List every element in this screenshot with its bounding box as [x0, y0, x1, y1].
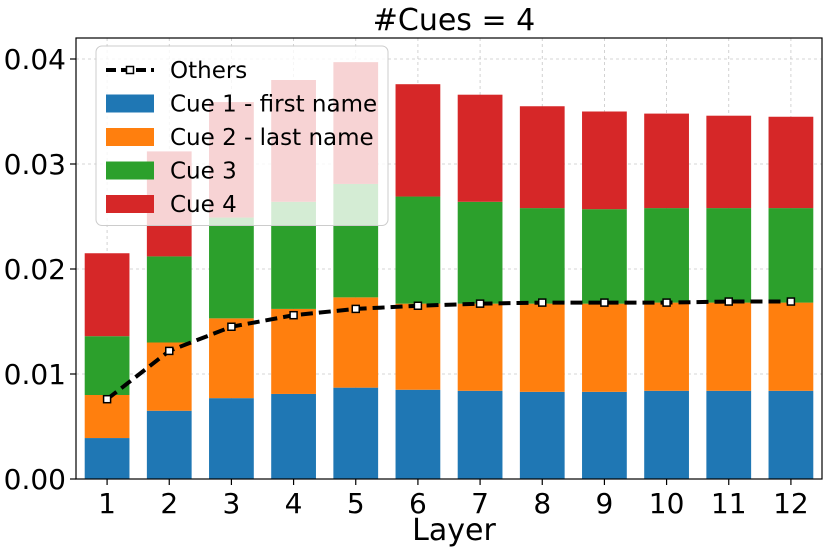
bar-layer-11-series-1	[706, 390, 752, 479]
x-axis-label: Layer	[412, 513, 496, 548]
bar-layer-11-series-4	[706, 115, 752, 209]
x-tick-label: 3	[223, 487, 241, 520]
bar-layer-12-series-1	[768, 390, 814, 479]
others-marker-11	[724, 297, 733, 306]
others-marker-4	[289, 310, 298, 320]
y-tick-label: 0.00	[4, 463, 66, 496]
bar-layer-8-series-4	[519, 106, 565, 209]
others-marker-5	[351, 304, 360, 314]
y-tick-label: 0.04	[4, 43, 66, 76]
bar-layer-10-series-3	[644, 208, 689, 303]
y-tick-label: 0.02	[4, 253, 66, 286]
legend-swatch-series-2	[106, 128, 154, 146]
y-tick-label: 0.01	[4, 358, 66, 391]
bar-layer-9-series-2	[582, 303, 627, 392]
others-marker-7	[475, 299, 485, 308]
others-marker-10	[662, 298, 671, 307]
bar-layer-7-series-2	[457, 303, 503, 391]
others-marker-2	[165, 346, 174, 356]
bar-layer-4-series-1	[271, 393, 316, 479]
bar-layer-9-series-1	[582, 391, 627, 479]
x-tick-label: 11	[711, 487, 747, 520]
others-line	[105, 299, 791, 401]
bar-layer-11-series-2	[706, 302, 752, 391]
legend-swatch-series-4	[106, 195, 154, 213]
x-tick-label: 8	[533, 487, 551, 520]
bar-layer-9-series-4	[582, 111, 627, 210]
bar-layer-5-series-1	[333, 387, 379, 479]
bar-layer-8-series-3	[519, 208, 565, 304]
legend-label: Cue 2 - last name	[170, 125, 374, 151]
legend-label: Others	[170, 58, 247, 84]
bar-layer-12-series-2	[768, 302, 814, 391]
bar-layer-6-series-2	[395, 303, 441, 390]
bar-layer-7-series-1	[457, 390, 503, 479]
bar-layer-10-series-1	[644, 390, 689, 479]
x-tick-label: 7	[471, 487, 489, 520]
legend-marker-others	[125, 65, 135, 75]
others-marker-8	[538, 298, 547, 307]
x-tick-label: 1	[98, 487, 116, 520]
x-tick-label: 9	[596, 487, 614, 520]
bar-layer-3-series-3	[209, 217, 254, 319]
bar-layer-12-series-3	[768, 208, 814, 303]
others-marker-6	[413, 301, 423, 310]
legend-label: Cue 4	[170, 192, 237, 218]
bar-layer-8-series-2	[519, 303, 565, 392]
bar-layer-12-series-4	[768, 116, 814, 209]
x-tick-label: 2	[160, 487, 178, 520]
legend-box	[95, 45, 389, 226]
legend-label: Cue 3	[170, 159, 237, 185]
bar-layer-1-series-4	[84, 253, 130, 337]
y-tick-label: 0.03	[4, 148, 66, 181]
bar-layer-11-series-3	[706, 208, 752, 303]
bar-layer-7-series-3	[457, 201, 503, 304]
bar-layer-1-series-1	[84, 438, 130, 479]
others-marker-12	[786, 297, 796, 306]
legend-swatch-series-3	[106, 161, 154, 180]
bar-layer-9-series-3	[582, 209, 627, 304]
x-tick-label: 12	[773, 487, 809, 520]
bar-layer-6-series-1	[395, 389, 441, 479]
bar-layer-2-series-3	[146, 256, 192, 343]
bar-layer-6-series-4	[395, 84, 441, 197]
bar-layer-4-series-2	[271, 308, 316, 394]
legend-label: Cue 1 - first name	[170, 92, 377, 118]
others-marker-1	[102, 394, 112, 404]
bar-layer-10-series-2	[644, 302, 689, 391]
bar-layer-6-series-3	[395, 196, 441, 304]
bar-layer-10-series-4	[644, 113, 689, 209]
bar-layer-3-series-1	[209, 398, 254, 479]
others-marker-3	[227, 322, 236, 331]
x-tick-label: 5	[347, 487, 365, 520]
bar-layer-2-series-1	[146, 410, 192, 479]
plot-frame	[75, 37, 823, 480]
legend-swatch-series-1	[106, 94, 154, 113]
x-tick-label: 6	[409, 487, 427, 520]
x-tick-label: 10	[649, 487, 685, 520]
bar-layer-7-series-4	[457, 94, 503, 202]
chart-title: #Cues = 4	[373, 3, 535, 38]
others-marker-9	[600, 298, 609, 307]
bar-layer-8-series-1	[519, 391, 565, 479]
x-tick-label: 4	[285, 487, 303, 520]
